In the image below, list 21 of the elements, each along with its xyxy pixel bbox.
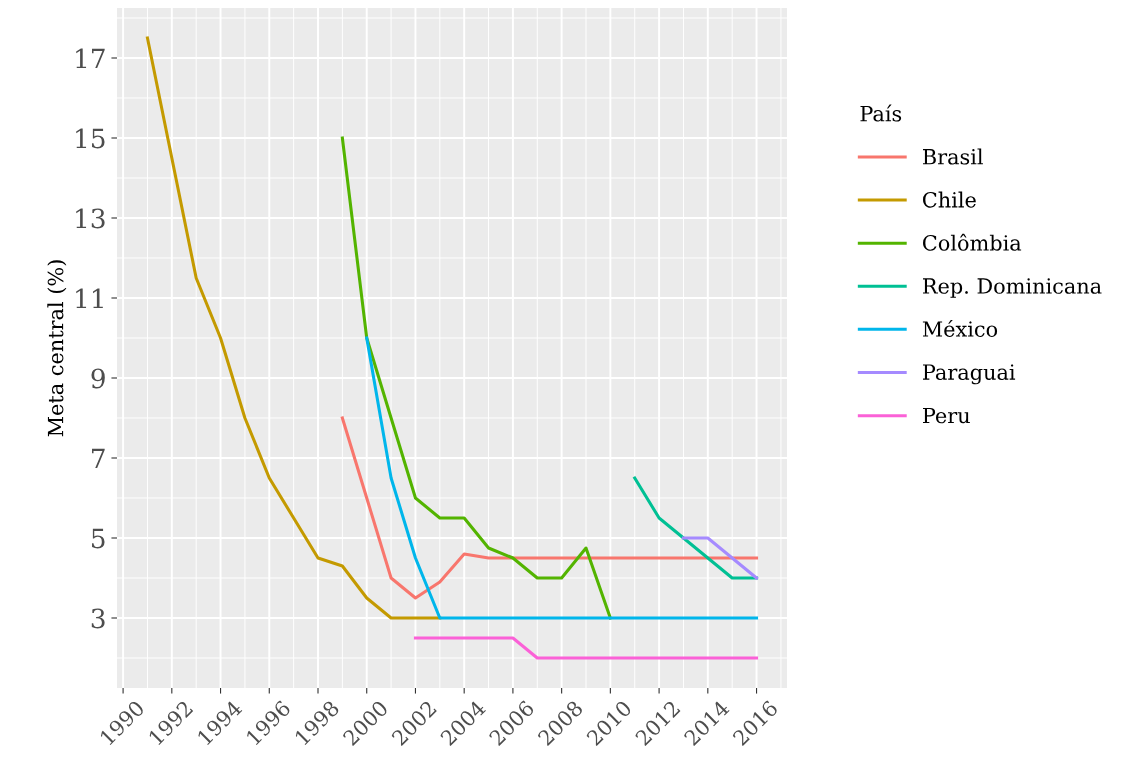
- y-tick-label: 15: [76, 128, 105, 149]
- legend-label: Colômbia: [923, 233, 1022, 251]
- legend-label: Paraguai: [923, 364, 1016, 385]
- line-series: [340, 416, 759, 600]
- y-tick-label: 5: [92, 528, 105, 549]
- y-tick-label: 3: [91, 608, 105, 629]
- legend-label: Chile: [923, 191, 976, 208]
- y-tick-label: 7: [92, 448, 105, 469]
- legend-label: México: [922, 319, 998, 337]
- y-tick-label: 13: [76, 208, 105, 229]
- line-series: [365, 336, 759, 620]
- y-axis-title: Meta central (%): [47, 260, 67, 437]
- line-series: [633, 476, 759, 580]
- legend-label: Rep. Dominicana: [923, 278, 1102, 298]
- line-series: [145, 36, 442, 620]
- y-tick-label: 11: [76, 288, 103, 309]
- y-tick-label: 9: [91, 368, 105, 389]
- legend-title: País: [860, 104, 902, 122]
- legend-label: Peru: [923, 407, 970, 424]
- y-tick-label: 17: [76, 48, 105, 69]
- legend-label: Brasil: [923, 148, 983, 165]
